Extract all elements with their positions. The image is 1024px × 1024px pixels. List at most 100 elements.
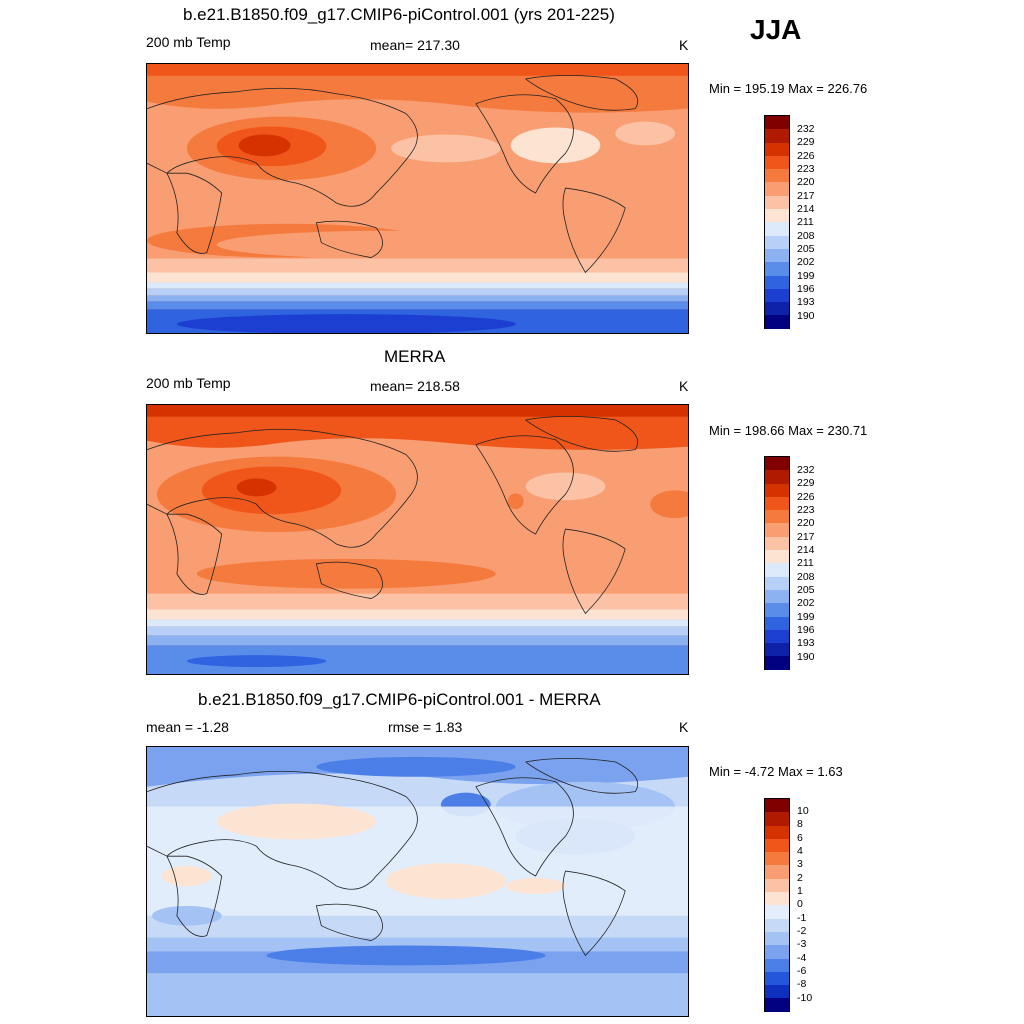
panel-2-colorbar-swatch xyxy=(765,616,789,630)
panel-2-colorbar-tick: 199 xyxy=(797,611,815,623)
panel-3-colorbar-swatch xyxy=(765,878,789,893)
panel-2-colorbar-tick: 220 xyxy=(797,517,815,529)
panel-3-colorbar xyxy=(764,798,790,1012)
panel-2-title: MERRA xyxy=(384,347,446,366)
panel-2-colorbar-tick: 223 xyxy=(797,504,815,516)
panel-3-colorbar-swatch xyxy=(765,892,789,906)
panel-3-colorbar-swatch xyxy=(765,825,789,839)
panel-3-colorbar-tick: 4 xyxy=(797,845,803,857)
panel-2-colorbar-swatch xyxy=(765,510,789,524)
panel-1-colorbar-swatch xyxy=(765,169,789,183)
panel-1-colorbar-swatch xyxy=(765,116,789,130)
panel-2-left-label: 200 mb Temp xyxy=(146,375,231,391)
panel-2-colorbar-swatch xyxy=(765,576,789,590)
panel-3-rmse-label: rmse = 1.83 xyxy=(388,719,463,735)
panel-1-colorbar-swatch xyxy=(765,182,789,196)
panel-1-mean-label: mean= 217.30 xyxy=(370,37,460,53)
panel-1-colorbar-tick: 190 xyxy=(797,310,815,322)
panel-1-colorbar-swatch xyxy=(765,288,789,303)
panel-1-colorbar-swatch xyxy=(765,142,789,156)
panel-1-minmax: Min = 195.19 Max = 226.76 xyxy=(709,81,868,96)
panel-2-colorbar-tick: 217 xyxy=(797,531,815,543)
panel-3-colorbar-swatch xyxy=(765,799,789,813)
panel-3-colorbar-tick: -2 xyxy=(797,925,807,937)
panel-3-colorbar-tick: -10 xyxy=(797,992,813,1004)
panel-1-colorbar-tick: 193 xyxy=(797,296,815,308)
panel-3-colorbar-tick: 0 xyxy=(797,898,803,910)
panel-1-colorbar-swatch xyxy=(765,315,789,329)
panel-1-colorbar-swatch xyxy=(765,129,789,143)
panel-3-colorbar-swatch xyxy=(765,812,789,826)
panel-2-colorbar-swatch xyxy=(765,496,789,511)
panel-2-colorbar-swatch xyxy=(765,470,789,484)
panel-3-colorbar-tick: 8 xyxy=(797,818,803,830)
panel-1-colorbar-tick: 208 xyxy=(797,230,815,242)
panel-1-colorbar xyxy=(764,115,790,329)
season-label: JJA xyxy=(750,14,802,45)
panel-3-colorbar-swatch xyxy=(765,852,789,866)
panel-3-colorbar-swatch xyxy=(765,958,789,972)
panel-3-colorbar-swatch xyxy=(765,865,789,879)
panel-1-colorbar-tick: 211 xyxy=(797,216,814,228)
panel-2-colorbar-tick: 193 xyxy=(797,637,815,649)
panel-2-colorbar-swatch xyxy=(765,523,789,537)
panel-1-colorbar-tick: 229 xyxy=(797,136,815,148)
panel-2-mean-label: mean= 218.58 xyxy=(370,378,460,394)
panel-3-colorbar-tick: -4 xyxy=(797,952,807,964)
panel-1-left-label: 200 mb Temp xyxy=(146,34,231,50)
panel-1-colorbar-tick: 214 xyxy=(797,203,815,215)
panel-3-colorbar-tick: -6 xyxy=(797,965,807,977)
panel-2-colorbar-tick: 190 xyxy=(797,651,815,663)
panel-2-minmax: Min = 198.66 Max = 230.71 xyxy=(709,423,868,438)
panel-3-colorbar-tick: 10 xyxy=(797,805,809,817)
panel-2-map xyxy=(146,404,689,675)
panel-3-colorbar-swatch xyxy=(765,985,789,999)
panel-2-colorbar-tick: 226 xyxy=(797,491,815,503)
panel-1-colorbar-swatch xyxy=(765,155,789,170)
panel-3-colorbar-swatch xyxy=(765,918,789,932)
panel-3-colorbar-tick: -1 xyxy=(797,912,807,924)
panel-3-units: K xyxy=(679,719,689,735)
panel-2-colorbar-swatch xyxy=(765,563,789,577)
panel-2-colorbar-tick: 208 xyxy=(797,571,815,583)
panel-3-minmax: Min = -4.72 Max = 1.63 xyxy=(709,764,843,779)
panel-2-colorbar-swatch xyxy=(765,629,789,644)
panel-3-colorbar-swatch xyxy=(765,945,789,959)
panel-1-units: K xyxy=(679,37,689,53)
panel-3-colorbar-tick: 3 xyxy=(797,858,803,870)
panel-3-colorbar-swatch xyxy=(765,838,789,853)
panel-2-colorbar xyxy=(764,456,790,670)
panel-3-colorbar-tick: -8 xyxy=(797,978,807,990)
panel-3-colorbar-swatch xyxy=(765,931,789,946)
panel-2-units: K xyxy=(679,378,689,394)
panel-3-map xyxy=(146,746,689,1017)
panel-2-colorbar-swatch xyxy=(765,603,789,617)
panel-1-colorbar-swatch xyxy=(765,195,789,210)
panel-3-colorbar-tick: -3 xyxy=(797,938,807,950)
panel-2-colorbar-tick: 211 xyxy=(797,557,814,569)
panel-2-colorbar-swatch xyxy=(765,536,789,551)
panel-3-colorbar-tick: 2 xyxy=(797,872,803,884)
panel-2-colorbar-swatch xyxy=(765,589,789,604)
panel-2-colorbar-tick: 214 xyxy=(797,544,815,556)
panel-3-title: b.e21.B1850.f09_g17.CMIP6-piControl.001 … xyxy=(198,690,601,709)
panel-1-colorbar-swatch xyxy=(765,275,789,289)
panel-2-colorbar-swatch xyxy=(765,643,789,657)
panel-2-colorbar-swatch xyxy=(765,656,789,670)
panel-3-colorbar-swatch xyxy=(765,905,789,919)
panel-1-colorbar-swatch xyxy=(765,302,789,316)
panel-1-colorbar-swatch xyxy=(765,248,789,263)
panel-3-colorbar-tick: 1 xyxy=(797,885,803,897)
panel-2-colorbar-tick: 229 xyxy=(797,477,815,489)
panel-2-colorbar-swatch xyxy=(765,483,789,497)
panel-1-colorbar-tick: 205 xyxy=(797,243,815,255)
panel-2-colorbar-swatch xyxy=(765,550,789,564)
panel-1-colorbar-tick: 220 xyxy=(797,176,815,188)
panel-2-colorbar-tick: 232 xyxy=(797,464,815,476)
panel-1-colorbar-tick: 232 xyxy=(797,123,815,135)
panel-2-colorbar-tick: 196 xyxy=(797,624,815,636)
panel-2-colorbar-tick: 202 xyxy=(797,597,815,609)
panel-1-colorbar-swatch xyxy=(765,262,789,276)
panel-3-colorbar-tick: 6 xyxy=(797,832,803,844)
panel-3-colorbar-swatch xyxy=(765,971,789,986)
